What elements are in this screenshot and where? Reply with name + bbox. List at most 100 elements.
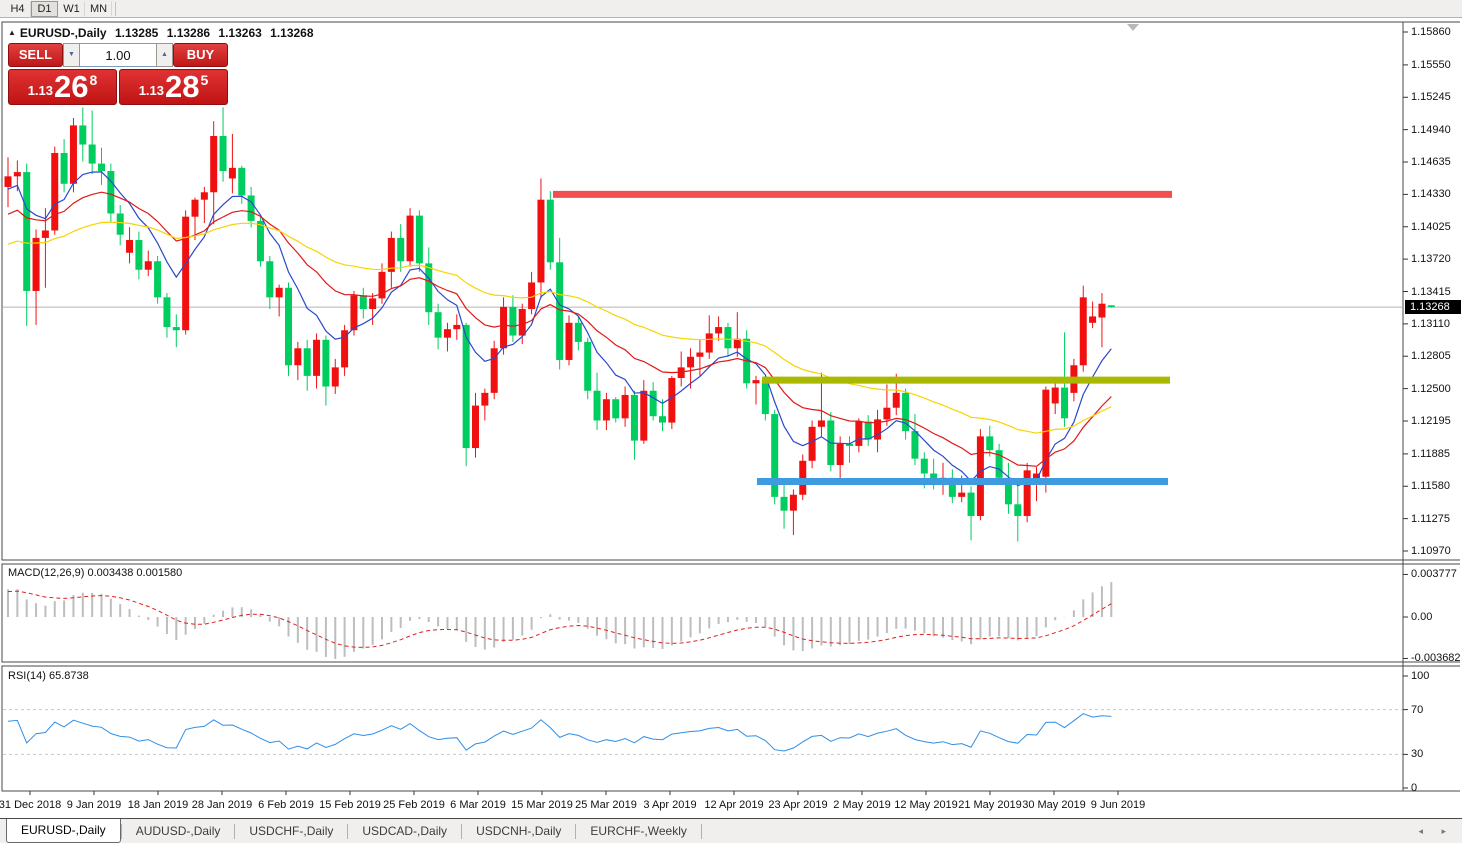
timeframe-button-mn[interactable]: MN [85,0,112,17]
candle-body [1023,470,1031,516]
macd-tick-label: 0.00 [1411,611,1433,623]
chart-tab-usdcad[interactable]: USDCAD-,Daily [362,824,448,838]
candle-body [266,261,274,298]
price-tick-label: 1.15550 [1411,58,1451,71]
chart-tab-usdchf[interactable]: USDCHF-,Daily [249,824,334,838]
collapse-arrow-icon[interactable]: ▲ [8,28,16,37]
candle-body [584,341,592,391]
macd-tick-label: 0.003777 [1411,568,1457,581]
date-tick-label: 15 Feb 2019 [319,799,381,811]
candle-body [387,237,395,272]
candle-body [659,416,666,423]
price-tick-label: 1.13110 [1411,317,1450,330]
price-tick-label: 1.14330 [1411,188,1451,201]
candle-body [182,216,190,331]
candle-body [958,492,966,497]
chart-tab-audusd[interactable]: AUDUSD-,Daily [135,824,221,838]
date-tick-label: 2 May 2019 [833,799,891,811]
chart-tab-eurusd[interactable]: EURUSD-,Daily [6,819,121,843]
panel-frame [1,21,1404,561]
buy-price-prefix: 1.13 [138,83,165,98]
volume-input[interactable] [80,43,156,67]
candle-body [1014,504,1022,516]
candle-body [602,399,610,421]
chart-tab-eurchf[interactable]: EURCHF-,Weekly [590,824,687,838]
timeframe-toolbar: H4 D1 W1 MN [0,0,1462,18]
candle-body [1051,387,1059,404]
candle-body [275,287,283,298]
chart-shift-marker-icon[interactable] [1127,24,1139,31]
ohlc-high: 1.13286 [166,26,211,40]
candle-body [172,327,180,331]
volume-decrease-button[interactable]: ▼ [63,43,80,67]
sell-price-pip: 8 [89,72,98,88]
candle-body [1033,473,1040,480]
sell-button[interactable]: SELL [8,43,63,67]
candle-body [556,262,564,360]
candle-body [640,390,648,441]
candle-body [593,390,601,421]
candle-body [902,392,910,432]
timeframe-button-h4[interactable]: H4 [4,0,31,17]
ma-line-ema-slow [7,221,1112,434]
candle-body [874,419,882,440]
date-tick-label: 12 May 2019 [894,799,958,811]
candle-body [135,240,143,270]
candle-body [967,492,975,516]
candle-body [191,199,199,217]
candle-body [397,237,405,262]
candle-body [163,297,171,328]
candle-body [546,199,554,263]
price-tick-label: 1.15860 [1411,26,1451,38]
buy-button[interactable]: BUY [173,43,228,67]
price-tick-label: 1.13415 [1411,285,1451,298]
candle-body [799,460,807,495]
candle-body [313,339,321,376]
date-tick-label: 31 Dec 2018 [0,799,62,811]
price-tick-label: 1.12195 [1411,414,1451,427]
chart-canvas[interactable] [0,0,1462,818]
chart-tab-usdcnh[interactable]: USDCNH-,Daily [476,824,562,838]
candle-body [210,136,218,193]
candle-body [780,496,788,511]
ohlc-open: 1.13285 [114,26,159,40]
candle-body [649,390,657,417]
tab-scroll-arrows[interactable]: ◂ ▸ [1418,826,1454,836]
candle-body [359,295,367,310]
buy-price-box[interactable]: 1.13 28 5 [119,69,228,105]
candle-body [752,380,760,384]
date-tick-label: 9 Jun 2019 [1090,799,1146,811]
candle-body [60,152,68,184]
candle-body [846,443,853,446]
candle-body [509,306,517,336]
rsi-tick-label: 70 [1411,703,1424,716]
tab-separator [347,824,349,839]
candle-body [630,394,638,441]
timeframe-button-d1[interactable]: D1 [31,0,58,17]
candle-body [41,230,49,238]
candle-body [69,125,77,184]
candle-body [256,220,264,262]
timeframe-button-w1[interactable]: W1 [58,0,85,17]
candle-body [51,152,59,231]
current-price-badge: 1.13268 [1405,300,1461,315]
candle-body [855,421,863,446]
buy-price-main: 28 [165,69,200,104]
candle-body [1098,303,1106,318]
candle-body [490,348,498,393]
ohlc-low: 1.13263 [218,26,262,40]
candle-body [1079,297,1087,366]
candle-body [322,339,330,387]
candle-body [331,367,339,387]
volume-increase-button[interactable]: ▲ [156,43,173,67]
candle-body [453,324,461,330]
candle-body [369,298,377,310]
chart-header: ▲ EURUSD-,Daily 1.13285 1.13286 1.13263 1… [8,26,319,40]
candle-body [705,333,713,353]
date-tick-label: 21 May 2019 [958,799,1022,811]
candle-body [406,215,414,262]
candle-body [88,144,96,164]
date-tick-label: 6 Mar 2019 [450,799,506,811]
sell-price-box[interactable]: 1.13 26 8 [8,69,117,105]
candle-body [948,477,956,497]
